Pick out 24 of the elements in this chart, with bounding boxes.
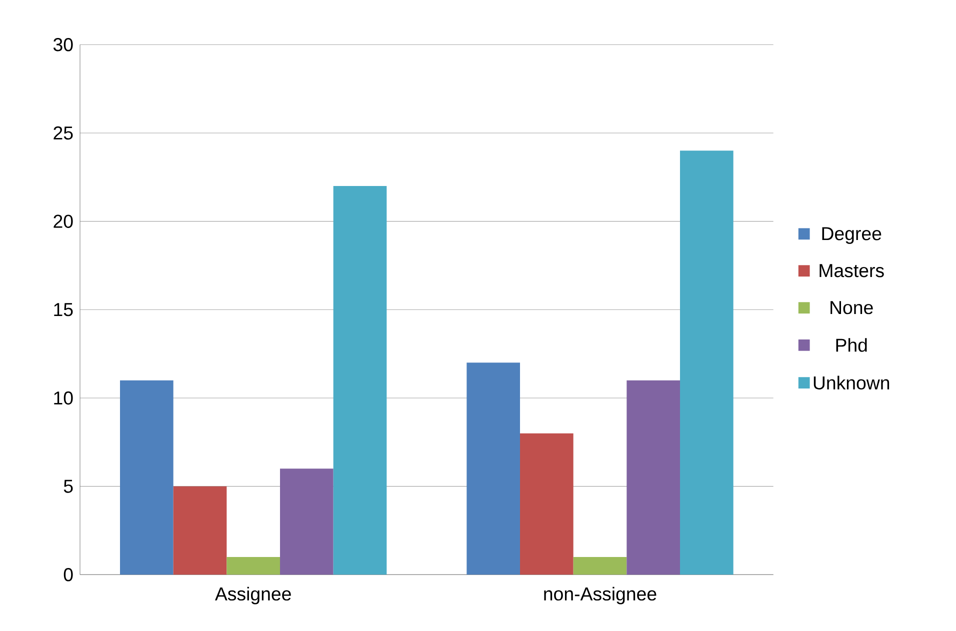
y-tick-label: 20 <box>54 214 73 228</box>
bar <box>520 433 574 575</box>
y-tick-label: 10 <box>54 392 73 405</box>
y-tick-label: 15 <box>54 303 73 316</box>
bar <box>466 362 520 575</box>
y-tick-label: 5 <box>64 480 73 494</box>
bar <box>333 186 387 575</box>
x-tick-label: Assignee <box>214 587 291 604</box>
bar <box>680 150 734 575</box>
legend-label: Unknown <box>814 376 890 390</box>
bar <box>626 380 680 575</box>
bar <box>173 486 227 575</box>
legend-label: None <box>830 301 873 314</box>
bar <box>573 557 627 575</box>
bar <box>120 380 174 575</box>
bar <box>226 557 280 575</box>
legend-label: Masters <box>820 264 884 278</box>
bar <box>280 468 334 575</box>
x-tick-label: non-Assignee <box>544 587 656 604</box>
y-tick-label: 30 <box>53 38 73 52</box>
legend-label: Degree <box>822 227 882 244</box>
legend-label: Phd <box>836 338 867 352</box>
y-tick-label: 0 <box>64 568 73 582</box>
y-tick-label: 25 <box>54 126 73 140</box>
